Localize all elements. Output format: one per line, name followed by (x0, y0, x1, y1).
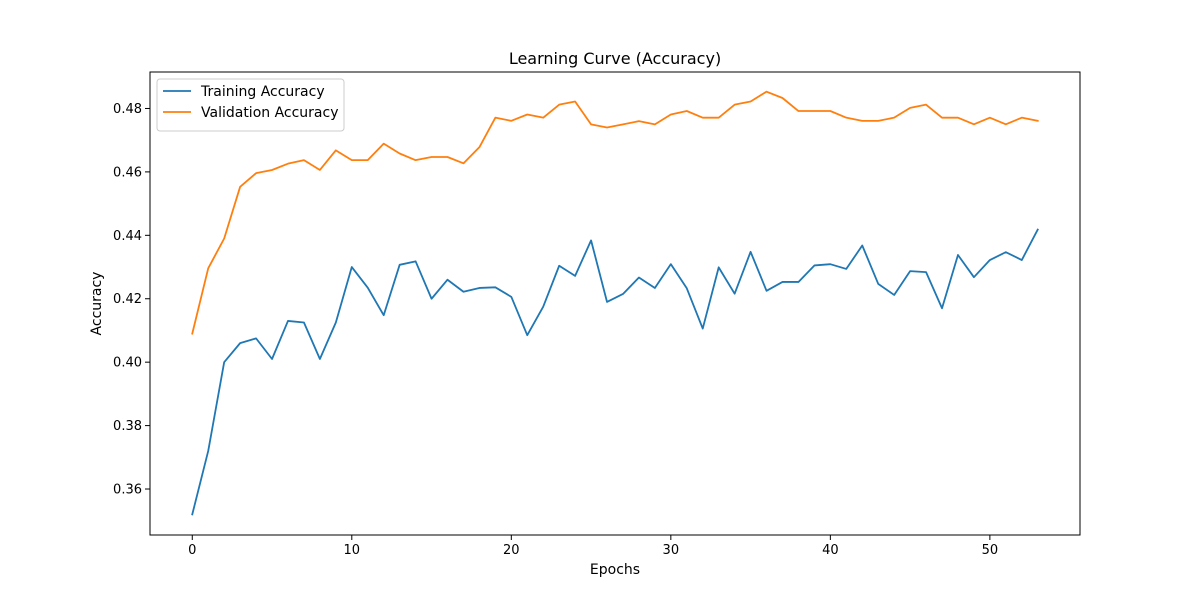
x-tick-label: 10 (344, 543, 361, 558)
x-tick-label: 0 (188, 543, 196, 558)
y-axis-label: Accuracy (89, 272, 105, 336)
x-tick-label: 20 (503, 543, 520, 558)
y-tick-label: 0.46 (113, 165, 142, 180)
x-tick-label: 50 (982, 543, 999, 558)
y-tick-label: 0.36 (113, 483, 142, 498)
x-axis-label: Epochs (590, 562, 640, 578)
y-tick-label: 0.42 (113, 292, 142, 307)
validation-accuracy-line (191, 90, 1039, 335)
x-tick-label: 30 (663, 543, 680, 558)
legend: Training Accuracy Validation Accuracy (156, 78, 345, 132)
x-axis: 0 10 20 30 40 50 (188, 535, 998, 558)
training-accuracy-line (191, 228, 1039, 516)
y-tick-label: 0.48 (113, 102, 142, 117)
y-axis: 0.36 0.38 0.40 0.42 0.44 0.46 0.48 (113, 102, 150, 498)
legend-label: Training Accuracy (200, 84, 325, 100)
y-tick-label: 0.38 (113, 419, 142, 434)
plot-area (191, 90, 1039, 516)
legend-label: Validation Accuracy (201, 105, 339, 121)
y-tick-label: 0.44 (113, 229, 142, 244)
axes-frame (149, 71, 1081, 536)
x-tick-label: 40 (822, 543, 839, 558)
legend-box (156, 78, 345, 132)
y-tick-label: 0.40 (113, 356, 142, 371)
chart-title: Learning Curve (Accuracy) (509, 49, 721, 68)
